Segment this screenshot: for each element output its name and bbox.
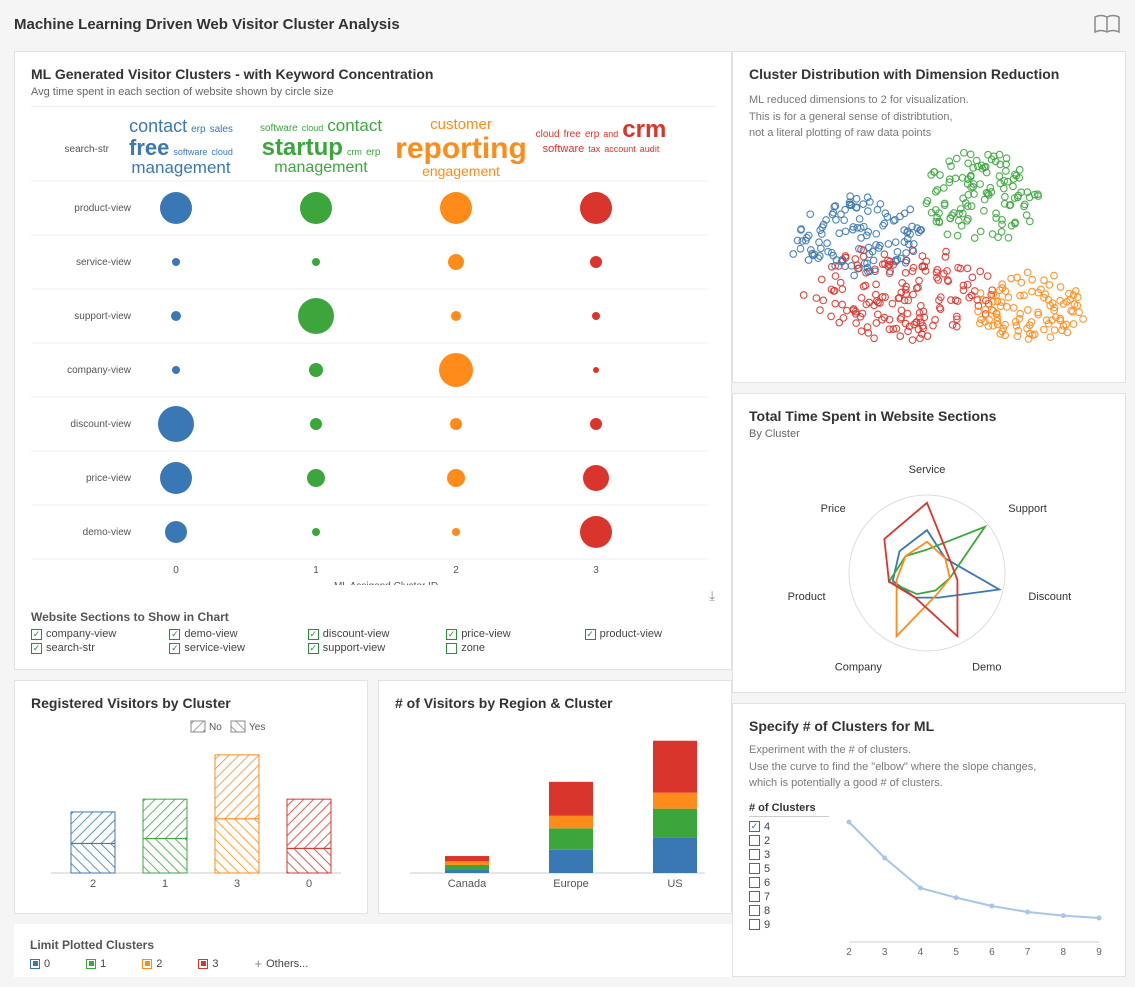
svg-text:price-view: price-view bbox=[86, 473, 132, 484]
limit-row: 0 1 2 3 +Others... bbox=[30, 956, 716, 971]
filter-company-view[interactable]: ✓company-view bbox=[31, 628, 161, 640]
radar-chart[interactable]: Service Support Discount Demo Company Product… bbox=[749, 448, 1105, 688]
section-filter-title: Website Sections to Show in Chart bbox=[31, 610, 715, 624]
svg-text:5: 5 bbox=[953, 947, 959, 958]
radar-title: Total Time Spent in Website Sections bbox=[749, 408, 1109, 424]
svg-text:service-view: service-view bbox=[76, 257, 132, 268]
elbow-help-1: Experiment with the # of clusters. bbox=[749, 742, 1109, 759]
svg-text:Support: Support bbox=[1008, 503, 1047, 515]
svg-text:2: 2 bbox=[453, 565, 459, 576]
download-icon[interactable]: ⤓ bbox=[709, 588, 715, 604]
limit-0[interactable]: 0 bbox=[30, 958, 50, 970]
book-icon[interactable] bbox=[1093, 14, 1121, 39]
page-title: Machine Learning Driven Web Visitor Clus… bbox=[14, 16, 400, 33]
filter-support-view[interactable]: ✓support-view bbox=[308, 642, 438, 654]
svg-text:Price: Price bbox=[821, 503, 846, 515]
svg-text:Company: Company bbox=[835, 662, 883, 674]
scatter-chart[interactable] bbox=[749, 142, 1105, 362]
svg-text:discount-view: discount-view bbox=[70, 419, 131, 430]
svg-text:Demo: Demo bbox=[972, 662, 1001, 674]
svg-text:7: 7 bbox=[1025, 947, 1031, 958]
panel-elbow: Specify # of Clusters for ML Experiment … bbox=[732, 703, 1126, 977]
svg-text:4: 4 bbox=[918, 947, 924, 958]
svg-text:Product: Product bbox=[788, 591, 826, 603]
bubble-chart[interactable]: contacterpsalesfreesoftwarecloudmanageme… bbox=[31, 115, 707, 585]
nc-2[interactable]: 2 bbox=[749, 835, 829, 847]
scatter-help-3: not a literal plotting of raw data point… bbox=[749, 125, 1109, 142]
elbow-title: Specify # of Clusters for ML bbox=[749, 718, 1109, 734]
svg-text:2: 2 bbox=[90, 878, 96, 890]
region-title: # of Visitors by Region & Cluster bbox=[395, 695, 715, 711]
section-filter-grid: ✓company-view ✓demo-view ✓discount-view ✓pr… bbox=[31, 628, 715, 654]
nc-options: ✓4 2 3 5 6 7 8 9 bbox=[749, 821, 829, 931]
nc-5[interactable]: 5 bbox=[749, 863, 829, 875]
svg-text:9: 9 bbox=[1096, 947, 1102, 958]
panel-radar: Total Time Spent in Website Sections By … bbox=[732, 393, 1126, 693]
svg-text:0: 0 bbox=[306, 878, 312, 890]
limit-title: Limit Plotted Clusters bbox=[30, 938, 716, 952]
panel-scatter: Cluster Distribution with Dimension Redu… bbox=[732, 51, 1126, 383]
filter-price-view[interactable]: ✓price-view bbox=[446, 628, 576, 640]
bubble-title: ML Generated Visitor Clusters - with Key… bbox=[31, 66, 715, 82]
svg-text:Canada: Canada bbox=[448, 878, 487, 890]
scatter-title: Cluster Distribution with Dimension Redu… bbox=[749, 66, 1109, 82]
svg-text:ML Assigend Cluster ID: ML Assigend Cluster ID bbox=[334, 581, 438, 585]
svg-text:demo-view: demo-view bbox=[83, 527, 132, 538]
region-chart[interactable]: Canada Europe US bbox=[395, 715, 715, 895]
panel-region: # of Visitors by Region & Cluster Canada… bbox=[378, 680, 732, 914]
svg-text:3: 3 bbox=[882, 947, 888, 958]
filter-service-view[interactable]: ✓service-view bbox=[169, 642, 299, 654]
svg-text:1: 1 bbox=[162, 878, 168, 890]
svg-text:search-str: search-str bbox=[65, 144, 110, 155]
svg-text:0: 0 bbox=[173, 565, 179, 576]
nc-9[interactable]: 9 bbox=[749, 919, 829, 931]
svg-text:2: 2 bbox=[846, 947, 852, 958]
nc-4[interactable]: ✓4 bbox=[749, 821, 829, 833]
svg-text:product-view: product-view bbox=[74, 203, 131, 214]
filter-product-view[interactable]: ✓product-view bbox=[585, 628, 715, 640]
limit-2[interactable]: 2 bbox=[142, 958, 162, 970]
limit-3[interactable]: 3 bbox=[198, 958, 218, 970]
nc-label: # of Clusters bbox=[749, 802, 829, 817]
nc-8[interactable]: 8 bbox=[749, 905, 829, 917]
svg-text:Europe: Europe bbox=[553, 878, 588, 890]
panel-registered: Registered Visitors by Cluster No Yes 2 1 3 0 bbox=[14, 680, 368, 914]
registered-chart[interactable]: No Yes 2 1 3 0 bbox=[31, 715, 351, 895]
svg-text:6: 6 bbox=[989, 947, 995, 958]
svg-text:3: 3 bbox=[234, 878, 240, 890]
svg-text:US: US bbox=[667, 878, 682, 890]
filter-discount-view[interactable]: ✓discount-view bbox=[308, 628, 438, 640]
elbow-help-2: Use the curve to find the "elbow" where … bbox=[749, 759, 1109, 776]
panel-limit-clusters: Limit Plotted Clusters 0 1 2 3 +Others... bbox=[14, 924, 732, 976]
filter-search-str[interactable]: ✓search-str bbox=[31, 642, 161, 654]
svg-text:support-view: support-view bbox=[74, 311, 131, 322]
filter-zone[interactable]: zone bbox=[446, 642, 576, 654]
bubble-subtitle: Avg time spent in each section of websit… bbox=[31, 86, 715, 98]
svg-text:3: 3 bbox=[593, 565, 599, 576]
registered-title: Registered Visitors by Cluster bbox=[31, 695, 351, 711]
nc-7[interactable]: 7 bbox=[749, 891, 829, 903]
svg-text:Yes: Yes bbox=[249, 722, 265, 733]
elbow-help-3: which is potentially a good # of cluster… bbox=[749, 775, 1109, 792]
svg-text:1: 1 bbox=[313, 565, 319, 576]
svg-text:Service: Service bbox=[909, 464, 946, 476]
radar-subtitle: By Cluster bbox=[749, 428, 1109, 440]
svg-text:8: 8 bbox=[1061, 947, 1067, 958]
elbow-chart[interactable]: 2 3 4 5 6 7 8 9 bbox=[839, 802, 1109, 962]
limit-others[interactable]: +Others... bbox=[255, 956, 309, 971]
scatter-help-2: This is for a general sense of distribtu… bbox=[749, 109, 1109, 126]
nc-6[interactable]: 6 bbox=[749, 877, 829, 889]
scatter-help-1: ML reduced dimensions to 2 for visualiza… bbox=[749, 92, 1109, 109]
panel-visitor-clusters: ML Generated Visitor Clusters - with Key… bbox=[14, 51, 732, 670]
svg-text:company-view: company-view bbox=[67, 365, 132, 376]
nc-3[interactable]: 3 bbox=[749, 849, 829, 861]
svg-text:No: No bbox=[209, 722, 222, 733]
svg-text:Discount: Discount bbox=[1028, 591, 1071, 603]
filter-demo-view[interactable]: ✓demo-view bbox=[169, 628, 299, 640]
limit-1[interactable]: 1 bbox=[86, 958, 106, 970]
